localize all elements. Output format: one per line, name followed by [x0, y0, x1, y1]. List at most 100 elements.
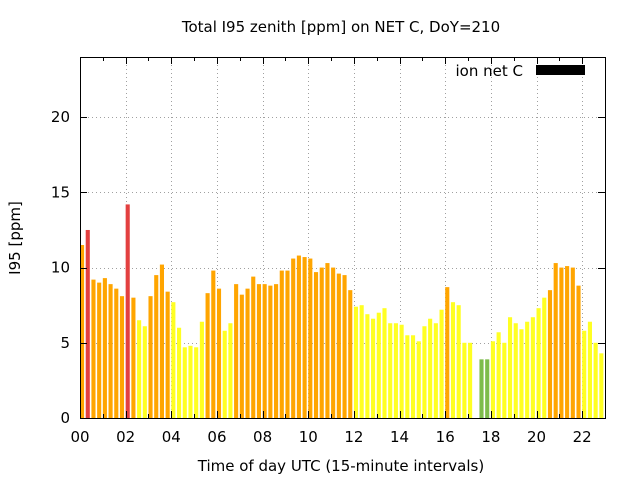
y-tick-labels: 0 5 10 15 20 — [51, 108, 70, 427]
bar — [148, 296, 153, 418]
x-tick-label: 16 — [436, 428, 455, 446]
x-tick-label: 08 — [253, 428, 272, 446]
x-tick-label: 06 — [207, 428, 226, 446]
bar — [177, 327, 182, 418]
bar — [171, 302, 176, 418]
bar — [216, 288, 222, 418]
bar — [542, 297, 547, 418]
bar — [365, 314, 370, 418]
chart-title: Total I95 zenith [ppm] on NET C, DoY=210 — [181, 18, 500, 36]
bar — [428, 318, 433, 418]
bar — [97, 282, 102, 418]
bar — [194, 347, 199, 418]
bar — [211, 270, 216, 418]
bar — [388, 323, 393, 418]
bar — [119, 296, 125, 418]
bar — [228, 323, 233, 418]
bar — [336, 273, 341, 418]
bar — [114, 288, 119, 418]
bar — [353, 306, 359, 418]
bar — [462, 342, 467, 418]
bar — [359, 305, 364, 418]
bar — [376, 312, 381, 418]
bar — [262, 284, 267, 418]
bar — [296, 255, 301, 418]
bars — [80, 204, 604, 418]
bar — [331, 267, 336, 418]
bar — [382, 308, 387, 418]
bar — [125, 204, 130, 418]
bar — [102, 278, 107, 418]
bar — [479, 359, 484, 418]
y-tick-label: 5 — [60, 334, 70, 352]
x-tick-label: 14 — [390, 428, 409, 446]
bar — [313, 272, 319, 418]
x-axis-label: Time of day UTC (15-minute intervals) — [197, 457, 484, 475]
bar — [268, 285, 273, 418]
bar — [199, 321, 204, 418]
bar — [319, 267, 324, 418]
bar — [405, 335, 410, 418]
y-tick-label: 0 — [60, 409, 70, 427]
bar — [410, 335, 416, 418]
bar — [348, 290, 353, 418]
bar — [85, 229, 90, 418]
bar — [108, 284, 113, 418]
bar — [205, 293, 210, 418]
bar — [559, 267, 564, 418]
bar — [154, 275, 159, 418]
y-tick-label: 15 — [51, 183, 70, 201]
x-tick-label: 04 — [162, 428, 181, 446]
x-tick-label: 18 — [481, 428, 500, 446]
bar — [576, 285, 581, 418]
bar — [371, 318, 376, 418]
bar — [131, 297, 136, 418]
y-tick-label: 10 — [51, 259, 70, 277]
bar — [274, 284, 279, 418]
plot-frame — [80, 57, 606, 419]
bar — [285, 270, 290, 418]
x-tick-labels: 00 02 04 06 08 10 12 14 16 18 20 22 — [70, 428, 591, 446]
x-tick-label: 02 — [116, 428, 135, 446]
bar — [525, 321, 530, 418]
bar — [80, 245, 85, 418]
bar — [565, 266, 570, 418]
bar — [256, 284, 262, 418]
bar — [507, 317, 513, 418]
bar — [302, 257, 307, 418]
x-tick-label: 22 — [573, 428, 592, 446]
bar — [188, 345, 193, 418]
bar — [582, 330, 587, 418]
bar — [251, 276, 256, 418]
x-tick-label: 00 — [70, 428, 89, 446]
bar — [393, 323, 398, 418]
legend-swatch — [536, 65, 585, 75]
bar — [245, 288, 250, 418]
bar — [279, 270, 284, 418]
bar — [587, 321, 592, 418]
bar — [502, 342, 507, 418]
x-tick-label: 10 — [299, 428, 318, 446]
bar — [490, 341, 495, 418]
y-axis-label: I95 [ppm] — [6, 201, 24, 275]
bar — [422, 326, 427, 418]
bar — [433, 323, 438, 418]
bar — [519, 329, 524, 418]
bar — [439, 309, 444, 418]
bar — [291, 258, 296, 418]
bar — [416, 341, 421, 418]
bar — [513, 323, 518, 418]
bar — [485, 359, 490, 418]
bar — [530, 317, 535, 418]
bar — [142, 326, 147, 418]
x-tick-label: 20 — [527, 428, 546, 446]
x-tick-label: 12 — [344, 428, 363, 446]
bar — [399, 324, 404, 418]
bar — [547, 290, 553, 418]
bar — [468, 342, 473, 418]
bar — [159, 264, 164, 418]
bar — [137, 320, 142, 418]
bar — [599, 353, 604, 418]
bar — [182, 347, 187, 418]
bar — [593, 342, 598, 418]
